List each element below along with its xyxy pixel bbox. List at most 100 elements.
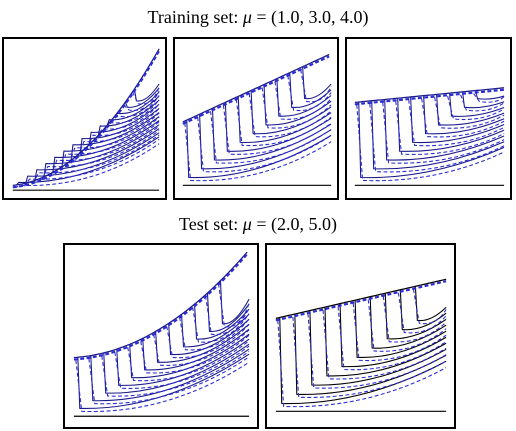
solution-curve — [97, 99, 160, 136]
test-panel-mu-5 — [265, 243, 456, 429]
approximation-curve — [77, 112, 160, 157]
approximation-curve — [287, 75, 332, 112]
approximation-curve — [140, 334, 250, 374]
approximation-curve — [222, 105, 332, 155]
approximation-curve — [274, 81, 332, 120]
approximation-curve — [382, 296, 447, 343]
envelope-approximation-curve — [354, 88, 505, 106]
solution-curve — [474, 90, 505, 100]
approximation-curve — [95, 103, 160, 139]
solution-curve — [79, 107, 160, 154]
training-panel-mu-4-plot — [354, 87, 505, 186]
envelope-curve — [73, 251, 248, 359]
approximation-curve — [59, 121, 160, 170]
solution-curve — [25, 132, 160, 184]
training-panel-mu-3-plot — [182, 53, 332, 186]
solution-curve — [103, 343, 250, 394]
solution-curve — [219, 280, 250, 325]
approximation-curve — [114, 95, 160, 118]
approximation-curve — [235, 99, 332, 147]
approximation-curve — [75, 360, 250, 413]
training-panel-mu-4 — [345, 37, 512, 200]
solution-curve — [410, 96, 505, 144]
approximation-curve — [369, 103, 505, 173]
approximation-curve — [382, 102, 505, 164]
approximation-curve — [408, 99, 505, 147]
approximation-curve — [68, 116, 160, 164]
approximation-curve — [204, 295, 250, 336]
approximation-curve — [50, 125, 160, 176]
solution-curve — [279, 317, 447, 405]
solution-curve — [324, 307, 447, 377]
envelope-curve — [354, 87, 505, 104]
approximation-curve — [352, 303, 447, 362]
approximation-curve — [473, 93, 505, 103]
solution-curve — [339, 303, 447, 368]
test-panel-mu-2 — [63, 243, 259, 429]
envelope-approximation-curve — [12, 50, 161, 189]
approximation-curve — [248, 93, 332, 138]
solution-curve — [237, 96, 332, 143]
approximation-curve — [184, 123, 332, 182]
approximation-curve — [337, 306, 447, 371]
envelope-approximation-curve — [182, 55, 330, 125]
approximation-curve — [41, 130, 160, 180]
approximation-curve — [434, 97, 505, 129]
solution-curve — [384, 293, 447, 340]
approximation-curve — [127, 340, 250, 382]
solution-curve — [263, 84, 332, 126]
solution-curve — [462, 91, 505, 109]
training-heading-mu: μ — [242, 7, 252, 27]
approximation-curve — [86, 108, 160, 148]
solution-curve — [43, 124, 160, 177]
approximation-curve — [179, 317, 250, 351]
solution-curve — [358, 102, 505, 179]
solution-curve — [449, 93, 505, 117]
approximation-curve — [421, 98, 505, 138]
solution-curve — [436, 94, 505, 126]
approximation-curve — [123, 90, 160, 111]
approximation-curve — [166, 324, 250, 359]
solution-curve — [224, 102, 332, 152]
training-heading-suffix: = (1.0, 3.0, 4.0) — [251, 7, 369, 27]
test-heading-suffix: = (2.0, 5.0) — [251, 214, 337, 234]
approximation-curve — [114, 345, 250, 389]
test-heading-mu: μ — [242, 214, 252, 234]
solution-curve — [302, 66, 332, 100]
solution-curve — [414, 286, 447, 322]
approximation-curve — [197, 117, 332, 173]
approximation-curve — [397, 292, 447, 334]
approximation-curve — [395, 101, 505, 155]
approximation-curve — [192, 307, 250, 343]
training-set-heading: Training set: μ = (1.0, 3.0, 4.0) — [0, 7, 516, 28]
training-heading-prefix: Training set: — [147, 7, 243, 27]
approximation-curve — [356, 104, 505, 182]
solution-curve — [371, 100, 505, 170]
solution-curve — [61, 116, 160, 167]
test-heading-prefix: Test set: — [179, 214, 243, 234]
envelope-curve — [275, 278, 447, 320]
training-panel-mu-3 — [173, 37, 339, 200]
solution-curve — [289, 72, 332, 108]
approximation-curve — [460, 94, 505, 112]
approximation-curve — [300, 69, 332, 103]
solution-curve — [88, 103, 160, 145]
solution-curve — [369, 296, 447, 349]
solution-curve — [276, 78, 332, 117]
envelope-approximation-curve — [275, 280, 447, 322]
solution-curve — [181, 313, 250, 348]
approximation-curve — [412, 289, 447, 325]
solution-curve — [70, 112, 160, 161]
approximation-curve — [153, 329, 250, 366]
training-panel-mu-1-plot — [12, 48, 161, 191]
test-panel-mu-5-plot — [275, 278, 447, 412]
approximation-curve — [101, 351, 250, 397]
test-panel-mu-2-plot — [73, 251, 250, 417]
approximation-curve — [132, 86, 160, 105]
solution-curve — [397, 98, 505, 152]
approximation-curve — [277, 320, 447, 408]
solution-curve — [384, 99, 505, 161]
approximation-curve — [261, 87, 332, 129]
training-panel-mu-1 — [2, 37, 167, 200]
test-set-heading: Test set: μ = (2.0, 5.0) — [0, 214, 516, 235]
